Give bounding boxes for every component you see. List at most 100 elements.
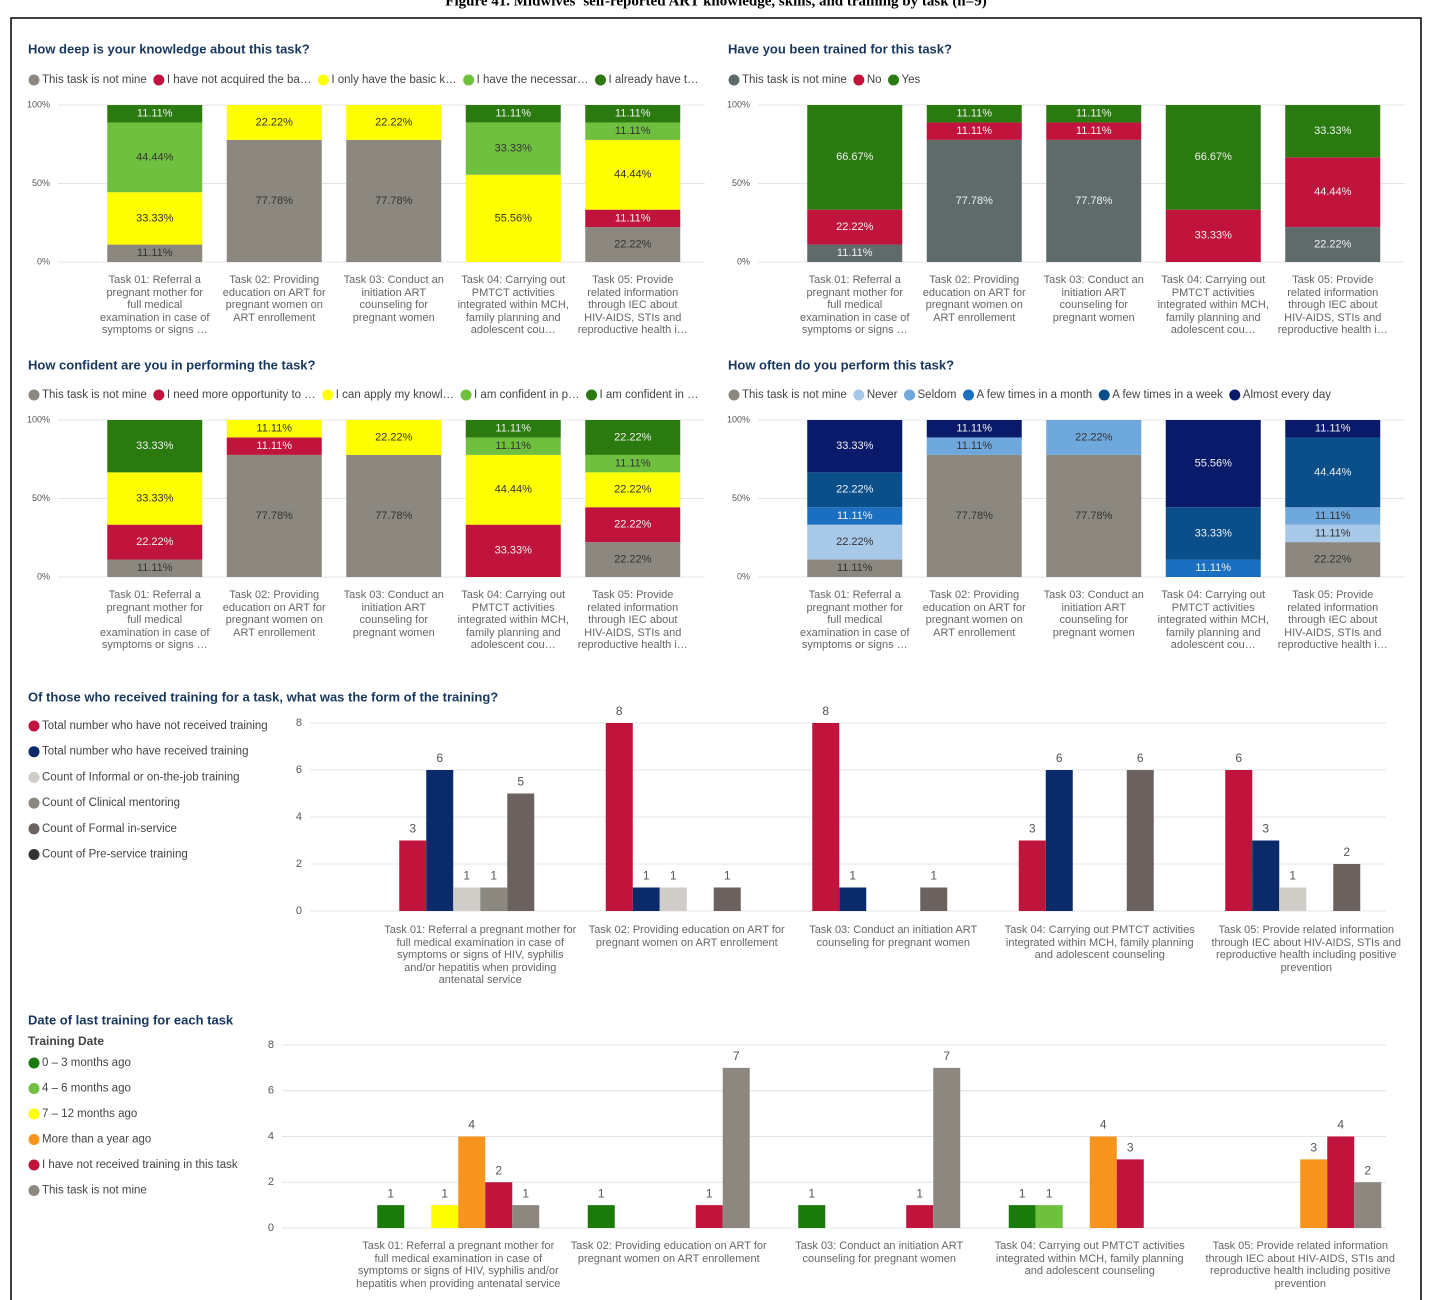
data-label: 1 xyxy=(598,1186,605,1200)
x-tick-label-box: Task 03: Conduct an initiation ART couns… xyxy=(343,589,444,639)
x-tick-label: Task 02: Providing education on ART for … xyxy=(922,274,1026,324)
data-label: 11.11% xyxy=(956,423,992,435)
data-label: 33.33% xyxy=(836,440,874,452)
data-label: 33.33% xyxy=(136,440,174,452)
x-tick-label: Task 03: Conduct an initiation ART couns… xyxy=(343,589,444,639)
bar xyxy=(1035,1205,1063,1228)
bar-segment xyxy=(1046,105,1142,123)
bar xyxy=(713,887,741,911)
y-tick-label: 100% xyxy=(727,99,750,109)
bar-segment xyxy=(926,437,1022,455)
legend-label: I am confident in p… xyxy=(474,389,579,401)
legend-marker xyxy=(28,823,40,835)
legend-marker xyxy=(853,389,865,401)
y-tick-label: 50% xyxy=(732,493,750,503)
x-tick-label-box: Task 04: Carrying out PMTCT activities i… xyxy=(458,589,569,651)
y-tick-label: 6 xyxy=(268,1085,274,1097)
legend-marker xyxy=(28,1134,40,1145)
x-tick-label-box: Task 03: Conduct an initiation ART couns… xyxy=(344,274,444,324)
bar xyxy=(377,1205,405,1228)
y-tick-label: 50% xyxy=(32,493,50,503)
legend-label: Total number who have received training xyxy=(42,746,248,758)
bar-segment xyxy=(226,105,322,140)
data-label: 3 xyxy=(1310,1141,1317,1155)
data-label: 22.22% xyxy=(1314,238,1352,250)
legend-marker xyxy=(28,1057,40,1069)
x-tick-label: Task 02: Providing education on ART for … xyxy=(922,589,1026,639)
data-label: 22.22% xyxy=(1314,553,1352,565)
y-tick-label: 100% xyxy=(27,99,50,109)
y-tick-label: 0 xyxy=(268,1222,274,1234)
x-tick-label: Task 05: Provide related information thr… xyxy=(1277,589,1388,651)
legend-label: Almost every day xyxy=(1243,389,1331,401)
data-label: 11.11% xyxy=(1195,562,1231,574)
bar xyxy=(906,1205,934,1228)
x-tick-label: Task 04: Carrying out PMTCT activities i… xyxy=(1157,589,1269,651)
data-label: 11.11% xyxy=(495,440,531,452)
x-tick-label-box: Task 05: Provide related information thr… xyxy=(1277,589,1388,651)
bar-segment xyxy=(107,122,203,193)
data-label: 8 xyxy=(822,704,829,718)
bar-segment xyxy=(926,122,1022,140)
y-tick-label: 100% xyxy=(27,414,50,424)
legend-marker xyxy=(28,1108,40,1120)
bar-segment xyxy=(465,105,561,123)
legend-marker xyxy=(888,74,900,86)
data-label: 5 xyxy=(517,775,524,789)
data-label: 6 xyxy=(1056,751,1063,765)
bar-segment xyxy=(1165,105,1261,210)
data-label: 3 xyxy=(1029,822,1036,836)
bar xyxy=(485,1182,513,1228)
x-tick-label-box: Task 05: Provide related information thr… xyxy=(1278,274,1388,336)
data-label: 1 xyxy=(441,1186,448,1200)
bar-segment xyxy=(926,105,1022,123)
x-tick-label: Task 05: Provide related information thr… xyxy=(577,274,688,336)
bar-segment xyxy=(465,524,561,577)
bar xyxy=(1089,1136,1117,1228)
bar-segment xyxy=(1165,209,1261,262)
y-tick-label: 100% xyxy=(727,414,750,424)
bar xyxy=(458,1136,486,1228)
bar-segment xyxy=(807,420,903,473)
bar xyxy=(1018,840,1046,911)
legend-label: Never xyxy=(867,389,898,401)
bar xyxy=(920,887,948,911)
bar-segment xyxy=(807,524,903,560)
x-tick-label-box: Task 05: Provide related information thr… xyxy=(577,274,688,336)
data-label: 11.11% xyxy=(137,247,173,259)
bar-segment xyxy=(226,139,322,262)
chart-title: Date of last training for each task xyxy=(28,1012,234,1027)
data-label: 22.22% xyxy=(375,431,413,443)
bar-segment xyxy=(465,437,561,455)
bar-segment xyxy=(226,420,322,438)
data-label: 22.22% xyxy=(136,536,174,548)
legend-marker xyxy=(317,74,329,86)
bar-segment xyxy=(465,122,561,175)
legend-label: I am confident in … xyxy=(600,389,699,401)
data-label: 11.11% xyxy=(956,108,992,120)
bar-segment xyxy=(585,209,681,228)
bar-segment xyxy=(226,437,322,455)
x-tick-label: Task 04: Carrying out PMTCT activities i… xyxy=(994,1240,1185,1277)
legend-label: Count of Informal or on-the-job training xyxy=(42,771,240,783)
data-label: 11.11% xyxy=(495,423,531,435)
data-label: 11.11% xyxy=(137,562,173,574)
bar-segment xyxy=(585,227,681,262)
bar-segment xyxy=(107,524,203,560)
x-tick-label-box: Task 02: Providing education on ART for … xyxy=(222,589,326,639)
data-label: 1 xyxy=(916,1186,923,1200)
bar-segment xyxy=(1285,105,1381,158)
legend-marker xyxy=(904,389,916,401)
legend-label: Count of Formal in-service xyxy=(42,823,177,835)
legend-label: I already have t… xyxy=(609,74,699,86)
bar-segment xyxy=(346,139,442,262)
bar-segment xyxy=(1046,122,1142,140)
data-label: 77.78% xyxy=(1075,195,1113,207)
data-label: 11.11% xyxy=(615,125,651,137)
legend-marker xyxy=(963,389,975,401)
data-label: 11.11% xyxy=(256,440,292,452)
data-label: 1 xyxy=(1019,1186,1026,1200)
data-label: 11.11% xyxy=(1076,125,1112,137)
x-tick-label: Task 02: Providing education on ART for … xyxy=(222,589,326,639)
x-tick-label-box: Task 01: Referral a pregnant mother for … xyxy=(384,924,576,986)
